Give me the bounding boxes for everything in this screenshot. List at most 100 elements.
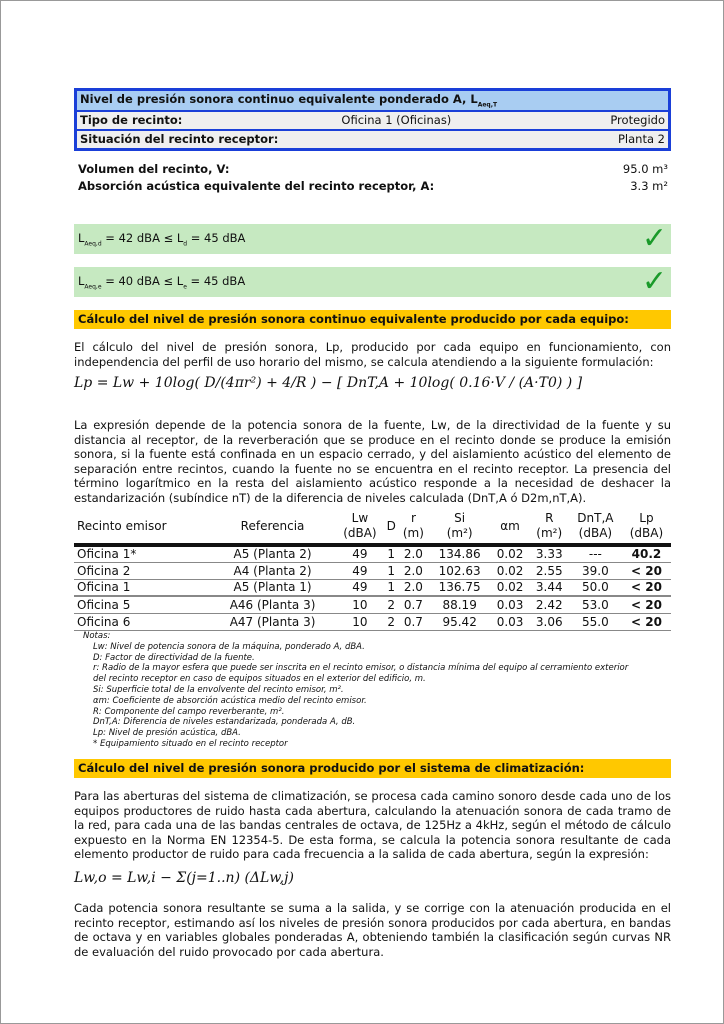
header-title-row: Nivel de presión sonora continuo equival… <box>77 91 668 110</box>
table-cell: A46 (Planta 3) <box>209 596 336 614</box>
table-cell: 95.42 <box>428 613 491 631</box>
column-header: D <box>384 511 398 547</box>
text: = 40 dBA ≤ L <box>105 273 184 288</box>
column-header: R (m²) <box>529 511 569 547</box>
paragraph: La expresión depende de la potencia sono… <box>74 418 671 505</box>
table-cell: 0.02 <box>490 562 530 580</box>
paragraph: Cada potencia sonora resultante se suma … <box>74 901 671 959</box>
table-cell: A5 (Planta 1) <box>209 579 336 597</box>
table-cell: Oficina 6 <box>74 613 210 631</box>
header-title-sub: Aeq,T <box>477 101 498 109</box>
column-header: Recinto emisor <box>74 511 210 547</box>
table-cell: 49 <box>335 562 385 580</box>
table-cell: 88.19 <box>428 596 491 614</box>
sub: d <box>183 240 188 248</box>
table-row: Oficina 5 A46 (Planta 3) 10 2 0.7 88.19 0.03 2.… <box>74 596 671 614</box>
table-cell: 2.0 <box>397 579 429 597</box>
check-row-day: LAeq,d = 42 dBA ≤ Ld = 45 dBA ✓ <box>74 224 671 254</box>
table-cell: < 20 <box>621 613 671 631</box>
table-row: Oficina 6 A47 (Planta 3) 10 2 0.7 95.42 0.03 3.… <box>74 613 671 631</box>
absorcion-label: Absorción acústica equivalente del recin… <box>78 179 435 193</box>
table-cell: A47 (Planta 3) <box>209 613 336 631</box>
column-header: r (m) <box>397 511 429 547</box>
column-header: Lw (dBA) <box>335 511 385 547</box>
column-header: Referencia <box>209 511 336 547</box>
formula: Lp = Lw + 10log( D/(4πr²) + 4/R ) − [ Dn… <box>74 375 583 391</box>
table-cell: 49 <box>335 545 385 563</box>
note-line: Si: Superficie total de la envolvente de… <box>93 684 344 695</box>
table-cell: 40.2 <box>621 545 671 563</box>
table-row: Oficina 1 A5 (Planta 1) 49 1 2.0 136.75 0.02 3.… <box>74 579 671 597</box>
absorcion-row: Absorción acústica equivalente del recin… <box>78 179 668 193</box>
section-title: Cálculo del nivel de presión sonora prod… <box>74 759 671 778</box>
column-header: DnT,A (dBA) <box>568 511 622 547</box>
table-cell: Oficina 1 <box>74 579 210 597</box>
table-cell: Oficina 1* <box>74 545 210 563</box>
text: = 45 dBA <box>186 273 246 288</box>
sub: e <box>183 283 187 291</box>
table-cell: 1 <box>384 545 398 563</box>
table-cell: < 20 <box>621 579 671 597</box>
tipo-class: Protegido <box>610 113 665 127</box>
table-body: Oficina 1* A5 (Planta 2) 49 1 2.0 134.86 0.02 3… <box>74 545 671 631</box>
check-icon: ✓ <box>641 264 667 299</box>
table-cell: 136.75 <box>428 579 491 597</box>
volumen-row: Volumen del recinto, V: 95.0 m³ <box>78 162 668 176</box>
note-line: * Equipamiento situado en el recinto rec… <box>93 738 288 749</box>
paragraph: El cálculo del nivel de presión sonora, … <box>74 340 671 369</box>
table-cell: 3.06 <box>529 613 569 631</box>
absorcion-value: 3.3 m² <box>630 179 668 193</box>
situacion-value: Planta 2 <box>618 132 665 146</box>
table-cell: 10 <box>335 596 385 614</box>
table-cell: < 20 <box>621 562 671 580</box>
table-cell: 0.7 <box>397 613 429 631</box>
table-cell: 2 <box>384 596 398 614</box>
volumen-label: Volumen del recinto, V: <box>78 162 230 176</box>
table-cell: 1 <box>384 562 398 580</box>
table-cell: 0.7 <box>397 596 429 614</box>
column-header: αm <box>490 511 530 547</box>
note-line: del recinto receptor en caso de equipos … <box>93 674 426 685</box>
table-cell: A4 (Planta 2) <box>209 562 336 580</box>
table-cell: Oficina 5 <box>74 596 210 614</box>
check-row-evening: LAeq,e = 40 dBA ≤ Le = 45 dBA ✓ <box>74 267 671 297</box>
note-line: D: Factor de directividad de la fuente. <box>93 652 255 663</box>
table-cell: 0.02 <box>490 545 530 563</box>
note-line: αm: Coeficiente de absorción acústica me… <box>93 695 367 706</box>
notes: Notas: Lw: Nivel de potencia sonora de la… <box>83 631 628 750</box>
sub: Aeq,d <box>84 240 102 248</box>
table-cell: 0.03 <box>490 596 530 614</box>
check-text: LAeq,d = 42 dBA ≤ Ld = 45 dBA <box>78 230 246 248</box>
summary-header: Nivel de presión sonora continuo equival… <box>74 88 671 151</box>
section-title: Cálculo del nivel de presión sonora cont… <box>74 310 671 329</box>
table-cell: Oficina 2 <box>74 562 210 580</box>
table-cell: 49 <box>335 579 385 597</box>
column-header: Si (m²) <box>428 511 491 547</box>
situacion-label: Situación del recinto receptor: <box>80 132 279 146</box>
table-cell: 2.55 <box>529 562 569 580</box>
text: = 45 dBA <box>187 230 246 245</box>
formula: Lw,o = Lw,i − Σ(j=1..n) (ΔLw,j) <box>74 870 294 886</box>
tipo-value: Oficina 1 (Oficinas) <box>341 113 452 127</box>
table-cell: 3.33 <box>529 545 569 563</box>
table-cell: 50.0 <box>568 579 622 597</box>
note-line: Lp: Nivel de presión acústica, dBA. <box>93 728 241 739</box>
volumen-value: 95.0 m³ <box>622 162 668 176</box>
table-row: Oficina 2 A4 (Planta 2) 49 1 2.0 102.63 0.02 2.… <box>74 562 671 580</box>
table-cell: 0.02 <box>490 579 530 597</box>
note-line: DnT,A: Diferencia de niveles estandariza… <box>93 717 356 728</box>
note-line: Lw: Nivel de potencia sonora de la máqui… <box>93 641 365 652</box>
table-cell: < 20 <box>621 596 671 614</box>
table-cell: --- <box>568 545 622 563</box>
note-line: Notas: <box>83 631 111 641</box>
sub: Aeq,e <box>84 283 102 291</box>
tipo-row: Tipo de recinto: Oficina 1 (Oficinas) Prot… <box>77 110 668 129</box>
table-cell: 0.03 <box>490 613 530 631</box>
table-cell: 2.0 <box>397 562 429 580</box>
table-cell: 10 <box>335 613 385 631</box>
table-cell: 2 <box>384 613 398 631</box>
check-icon: ✓ <box>641 221 667 256</box>
table-cell: 2.0 <box>397 545 429 563</box>
table-cell: 1 <box>384 579 398 597</box>
